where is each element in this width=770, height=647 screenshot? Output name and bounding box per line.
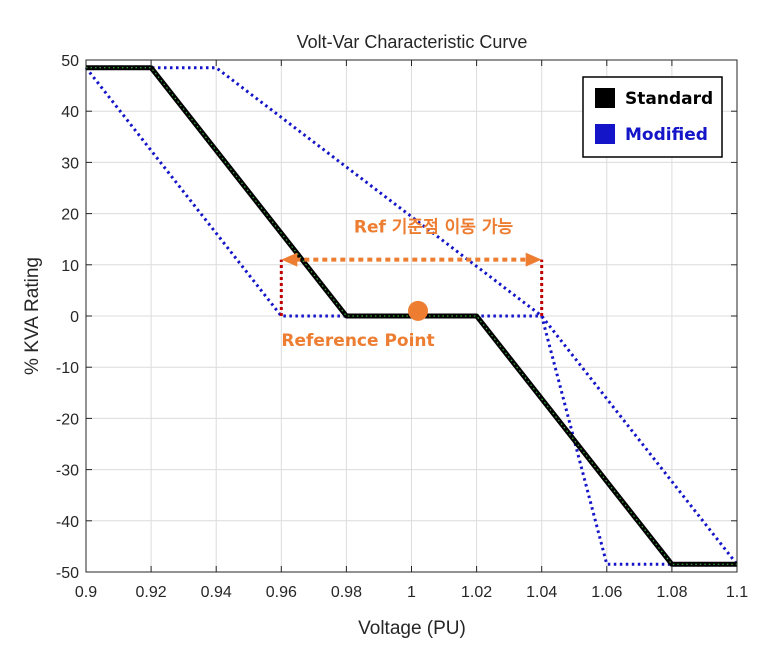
y-tick-label: -50 xyxy=(56,565,79,582)
y-tick-label: 40 xyxy=(61,104,79,121)
y-tick-label: 10 xyxy=(61,258,79,275)
x-tick-label: 0.9 xyxy=(75,584,97,601)
x-tick-label: 0.92 xyxy=(136,584,167,601)
y-tick-label: 20 xyxy=(61,207,79,224)
shift-arrow-head-right xyxy=(525,252,542,267)
y-tick-label: 0 xyxy=(70,309,79,326)
x-tick-label: 1.04 xyxy=(526,584,557,601)
legend-label-standard: Standard xyxy=(625,89,713,109)
axis-ticks: 0.9 0.92 0.94 0.96 0.98 1 1.02 1.04 1.06 1.08 1.1 5… xyxy=(56,53,748,601)
chart-title: Volt-Var Characteristic Curve xyxy=(297,32,528,52)
reference-point-marker xyxy=(408,300,429,321)
y-tick-label: -30 xyxy=(56,463,79,480)
x-tick-label: 1 xyxy=(407,584,416,601)
annotation-layer: Ref 기준점 이동 가능 Reference Point xyxy=(279,218,544,351)
legend-label-modified: Modified xyxy=(625,125,708,145)
x-tick-label: 0.96 xyxy=(266,584,297,601)
x-tick-label: 1.06 xyxy=(591,584,622,601)
y-axis-label: % KVA Rating xyxy=(22,257,43,375)
y-tick-label: -10 xyxy=(56,360,79,377)
x-tick-label: 0.98 xyxy=(331,584,362,601)
series-modified-line xyxy=(86,66,739,566)
y-tick-label: -40 xyxy=(56,514,79,531)
y-tick-label: 50 xyxy=(61,53,79,70)
legend-swatch-modified xyxy=(595,124,615,144)
x-tick-label: 0.94 xyxy=(201,584,232,601)
shift-annotation-text: Ref 기준점 이동 가능 xyxy=(354,218,514,238)
reference-point-label: Reference Point xyxy=(281,331,434,351)
x-axis-label: Voltage (PU) xyxy=(358,618,466,639)
shift-arrow-head-left xyxy=(281,252,298,267)
legend-swatch-standard xyxy=(595,88,615,108)
x-tick-label: 1.1 xyxy=(726,584,748,601)
legend: Standard Modified xyxy=(582,76,723,158)
y-tick-label: -20 xyxy=(56,411,79,428)
x-tick-label: 1.08 xyxy=(656,584,687,601)
y-tick-label: 30 xyxy=(61,155,79,172)
x-tick-label: 1.02 xyxy=(461,584,492,601)
